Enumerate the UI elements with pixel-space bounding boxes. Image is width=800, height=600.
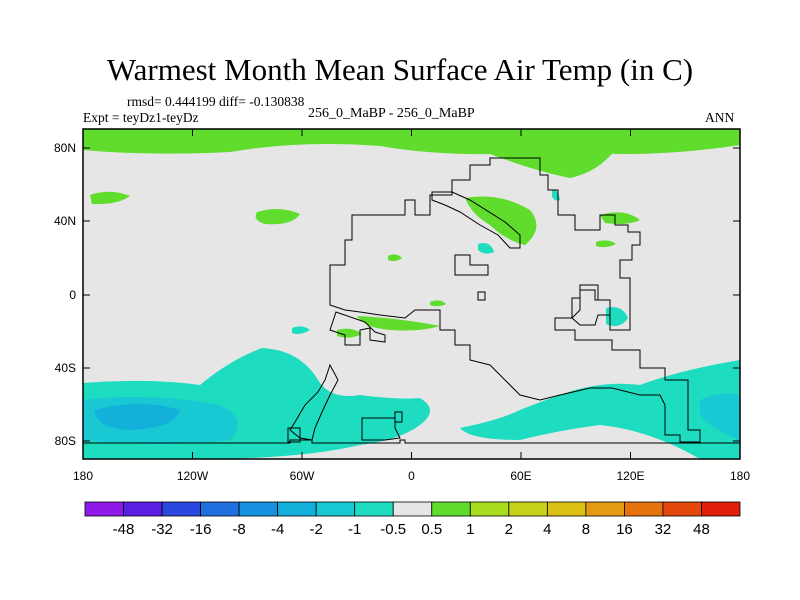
axis-ticks <box>82 129 741 459</box>
small-green-patch <box>430 300 446 307</box>
colorbar-label: 8 <box>582 521 590 538</box>
contour-fills <box>83 129 740 459</box>
experiment-label: Expt = teyDz1-teyDz <box>83 110 199 125</box>
colorbar-label: 32 <box>655 521 672 538</box>
southern-indian-cooling <box>460 360 740 459</box>
x-tick-label: 60E <box>510 469 531 483</box>
small-green-patch <box>388 254 402 262</box>
colorbar-box <box>469 501 510 517</box>
y-tick-label: 0 <box>69 288 76 302</box>
colorbar-box <box>392 501 433 517</box>
colorbar-box <box>431 501 471 517</box>
colorbar-label: -8 <box>232 521 245 538</box>
colorbar-box <box>238 501 279 517</box>
y-tick-label: 80S <box>55 434 76 448</box>
small-green-patch <box>337 328 362 338</box>
west-pacific-patch <box>90 191 130 205</box>
south-pacific-core <box>95 404 180 430</box>
y-tick-label: 40S <box>55 361 76 375</box>
southern-cooling-core <box>700 393 740 440</box>
colorbar-box <box>161 501 201 517</box>
season-label: ANN <box>705 110 735 125</box>
colorbar-label: -16 <box>190 521 212 538</box>
colorbar-box <box>200 501 240 517</box>
x-tick-label: 0 <box>408 469 415 483</box>
colorbar-label: -4 <box>271 521 284 538</box>
x-tick-label: 60W <box>290 469 315 483</box>
colorbar-label: 2 <box>505 521 513 538</box>
north-pacific-patch <box>255 208 300 225</box>
x-tick-label: 180 <box>730 469 750 483</box>
colorbar-box <box>546 501 587 517</box>
colorbar-label: 16 <box>616 521 633 538</box>
colorbar-label: -1 <box>348 521 361 538</box>
small-green-patch <box>596 240 616 248</box>
colorbar-box <box>315 501 356 517</box>
y-tick-label: 80N <box>54 141 76 155</box>
small-cooling-patch <box>478 243 494 254</box>
colorbar-label: -2 <box>310 521 323 538</box>
colorbar-box <box>662 501 702 517</box>
colorbar-label: -0.5 <box>380 521 406 538</box>
colorbar-label: -48 <box>113 521 135 538</box>
colorbar-box <box>354 501 394 517</box>
colorbar-label: 0.5 <box>421 521 442 538</box>
colorbar-box <box>123 501 163 517</box>
colorbar-box <box>277 501 317 517</box>
colorbar-label: 48 <box>693 521 710 538</box>
colorbar-label: 4 <box>543 521 551 538</box>
colorbar-box <box>701 501 741 517</box>
colorbar-box <box>585 501 625 517</box>
period-label: 256_0_MaBP - 256_0_MaBP <box>308 106 475 121</box>
chart-title: Warmest Month Mean Surface Air Temp (in … <box>106 52 694 87</box>
colorbar-box <box>508 501 548 517</box>
small-cooling-patch <box>606 307 628 326</box>
small-cooling-patch <box>292 326 310 334</box>
colorbar: -48 -32 -16 -8 -4 -2 -1 -0.5 0.5 1 2 4 8 16 32 48 <box>84 501 741 538</box>
x-tick-label: 120E <box>616 469 644 483</box>
north-asia-warming-patch <box>480 133 615 178</box>
y-tick-label: 40N <box>54 214 76 228</box>
x-tick-label: 120W <box>177 469 209 483</box>
colorbar-box <box>624 501 664 517</box>
coastlines <box>83 157 740 444</box>
colorbar-box <box>84 501 124 517</box>
stats-line: rmsd= 0.444199 diff= -0.130838 <box>127 94 305 109</box>
colorbar-label: -32 <box>151 521 173 538</box>
colorbar-label: 1 <box>466 521 474 538</box>
x-tick-label: 180 <box>73 469 93 483</box>
tropical-green-band <box>357 316 440 331</box>
